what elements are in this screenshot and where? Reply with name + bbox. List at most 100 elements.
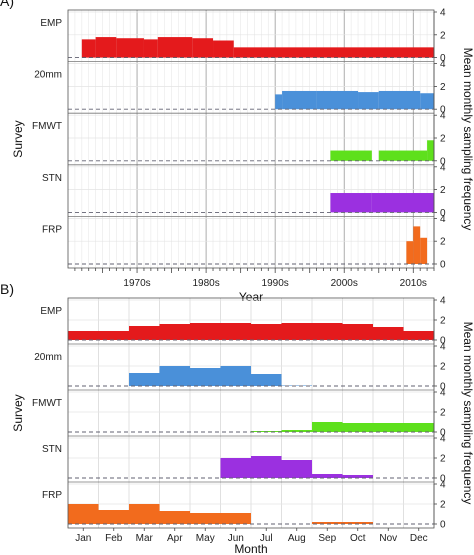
right-tick-label: 2 [440, 454, 446, 465]
x-tick-label: May [196, 533, 215, 544]
bar-stn [281, 460, 312, 478]
right-tick-label: 0 [440, 53, 446, 64]
bar-emp [81, 39, 96, 58]
bar-fmwt [373, 423, 404, 432]
right-tick-label: 2 [440, 362, 446, 373]
right-tick-label: 4 [440, 59, 446, 70]
bar-fmwt [378, 150, 428, 161]
bar-20mm [159, 366, 190, 386]
x-tick-label: Oct [350, 533, 366, 544]
right-tick-label: 0 [440, 156, 446, 167]
right-tick-label: 2 [440, 237, 446, 248]
right-tick-label: 2 [440, 408, 446, 419]
right-tick-label: 4 [440, 434, 446, 445]
right-tick-label: 2 [440, 134, 446, 145]
survey-label: 20mm [34, 70, 62, 81]
right-tick-label: 4 [440, 342, 446, 353]
bar-emp [129, 326, 160, 340]
survey-label: STN [42, 444, 62, 455]
plot-frame [67, 297, 435, 529]
right-tick-label: 4 [440, 162, 446, 173]
bar-stn [251, 456, 282, 478]
bar-fmwt [403, 423, 434, 432]
x-tick-label: Apr [167, 533, 183, 544]
bar-emp [281, 323, 312, 340]
bar-emp [342, 324, 373, 340]
panel-b: B) EMP 0 2 4 20mm 0 2 4 FMWT 0 2 4 STN 0 2 4 FRP 0 2 4 Jan Feb… [0, 281, 474, 555]
x-tick-label: 2000s [331, 278, 358, 289]
bar-20mm [275, 94, 283, 110]
right-tick-label: 2 [440, 30, 446, 41]
right-tick-label: 2 [440, 500, 446, 511]
bar-emp [68, 331, 99, 340]
x-axis-title: Month [234, 542, 267, 555]
x-tick-label: Jul [260, 533, 273, 544]
bar-20mm [190, 368, 221, 386]
bar-fmwt [427, 140, 434, 161]
survey-label: FRP [42, 490, 62, 501]
x-tick-label: Dec [410, 533, 428, 544]
x-tick-label: Mar [136, 533, 154, 544]
right-tick-label: 4 [440, 111, 446, 122]
survey-label: EMP [40, 306, 62, 317]
bar-20mm [316, 90, 359, 110]
bar-fmwt [330, 150, 372, 161]
bar-frp [413, 226, 421, 264]
bar-emp [159, 324, 190, 340]
right-tick-label: 0 [440, 105, 446, 116]
bar-frp [129, 504, 160, 524]
right-tick-label: 0 [440, 428, 446, 439]
x-tick-label: 1980s [192, 278, 219, 289]
bar-emp [373, 327, 404, 340]
right-axis-title: Mean monthly sampling frequency [461, 48, 474, 231]
right-tick-label: 0 [440, 336, 446, 347]
bar-emp [233, 47, 434, 58]
bar-fmwt [342, 423, 373, 432]
bar-emp [157, 37, 193, 58]
panel-a: A) EMP 0 2 4 20mm 0 2 4 FMWT 0 2 4 STN 0 2 4 FRP 0 2 4 1970s 1… [0, 0, 474, 304]
plot-frame [67, 9, 435, 269]
bar-emp [95, 37, 117, 58]
bar-fmwt [281, 430, 312, 432]
right-tick-label: 0 [440, 260, 446, 271]
bar-stn [220, 458, 251, 478]
x-tick-label: Nov [379, 533, 397, 544]
right-tick-label: 4 [440, 480, 446, 491]
bar-frp [420, 237, 428, 264]
panel-label: A) [0, 0, 14, 9]
survey-label: FRP [42, 224, 62, 235]
bar-stn [330, 193, 372, 213]
bar-stn [342, 475, 373, 478]
bar-frp [312, 522, 343, 524]
bar-20mm [378, 90, 421, 110]
bar-emp [190, 323, 221, 340]
bar-fmwt [312, 422, 343, 432]
right-tick-label: 4 [440, 8, 446, 19]
right-tick-label: 0 [440, 382, 446, 393]
y-axis-title: Survey [11, 394, 25, 431]
x-tick-label: Sep [318, 533, 336, 544]
x-tick-label: Jun [228, 533, 244, 544]
bar-frp [220, 513, 251, 524]
bar-20mm [282, 90, 317, 110]
bar-frp [406, 241, 414, 264]
survey-label: FMWT [32, 121, 62, 132]
right-tick-label: 4 [440, 388, 446, 399]
right-tick-label: 2 [440, 316, 446, 327]
survey-label: EMP [40, 18, 62, 29]
bar-20mm [251, 374, 282, 386]
right-tick-label: 0 [440, 520, 446, 531]
y-axis-title: Survey [11, 120, 25, 157]
x-tick-label: Aug [288, 533, 306, 544]
bar-frp [342, 522, 373, 524]
survey-label: 20mm [34, 352, 62, 363]
survey-label: FMWT [32, 398, 62, 409]
bar-frp [98, 510, 129, 524]
bar-emp [403, 331, 434, 340]
x-tick-label: Jan [75, 533, 91, 544]
bar-20mm [129, 373, 160, 386]
x-tick-label: 1990s [262, 278, 289, 289]
bar-20mm [220, 366, 251, 386]
bar-emp [251, 324, 282, 340]
